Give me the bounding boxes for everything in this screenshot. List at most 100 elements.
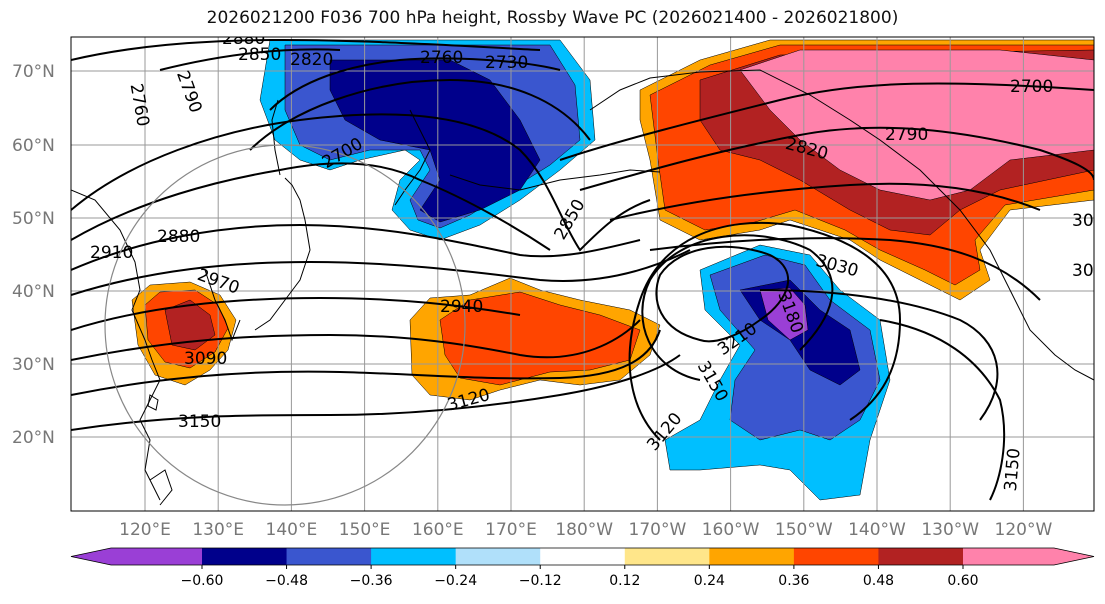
longitude-labels: 120°E 130°E 140°E 150°E 160°E 170°E 180°W 170°W… — [119, 520, 1052, 540]
height-contour — [71, 113, 651, 252]
height-contour — [628, 221, 902, 441]
anomaly-shading — [131, 39, 1094, 501]
lat-label: 50°N — [12, 209, 55, 229]
colorbar-extend-min — [71, 548, 111, 565]
contour-label: 2820 — [290, 50, 333, 70]
contour-label: 2910 — [90, 243, 133, 263]
height-contour — [71, 329, 661, 396]
contour-label: 2760 — [420, 48, 463, 68]
contour-label: 2880 — [157, 227, 200, 247]
lat-label: 20°N — [12, 428, 55, 448]
height-contour — [655, 245, 789, 343]
contour-label: 2940 — [440, 297, 483, 317]
lat-label: 30°N — [12, 355, 55, 375]
colorbar-tick-label: 0.60 — [947, 573, 978, 589]
colorbar-segment — [540, 548, 626, 565]
lat-label: 60°N — [12, 136, 55, 156]
sakhalin-coastline — [271, 99, 281, 176]
lon-label: 130°E — [192, 520, 244, 540]
positive-anomaly-region — [164, 299, 216, 351]
lon-label: 150°W — [775, 520, 833, 540]
height-contours — [71, 39, 1094, 501]
negative-anomaly-region — [329, 59, 541, 223]
colorbar-tick-label: −0.48 — [265, 573, 308, 589]
contour-label: 2790 — [885, 125, 928, 145]
colorbar-tick-label: −0.36 — [350, 573, 393, 589]
contour-label: 2730 — [485, 53, 528, 73]
height-contour — [159, 48, 341, 71]
colorbar-segment — [371, 548, 457, 565]
height-contour — [579, 126, 1094, 191]
lon-label: 140°E — [266, 520, 318, 540]
latitude-labels: 70°N 60°N 50°N 40°N 30°N 20°N — [12, 62, 55, 448]
colorbar-tick-label: 0.24 — [694, 573, 725, 589]
korea-coastline — [204, 269, 241, 342]
colorbar-segment — [111, 548, 202, 565]
lon-label: 160°W — [702, 520, 760, 540]
height-contour — [269, 57, 561, 111]
colorbar-segment — [455, 548, 541, 565]
contour-label: 3150 — [178, 412, 221, 432]
lon-label: 170°W — [629, 520, 687, 540]
asia-coastline — [71, 189, 161, 501]
alaska-coastline — [589, 69, 1094, 381]
lat-label: 40°N — [12, 282, 55, 302]
colorbar-segment — [624, 548, 710, 565]
contour-label: 3150 — [1001, 447, 1025, 492]
height-contour — [71, 296, 521, 331]
height-contour — [649, 237, 1041, 301]
lon-label: 140°W — [848, 520, 906, 540]
taiwan-outline — [147, 394, 159, 411]
height-contour — [71, 354, 681, 431]
height-contour — [609, 182, 1041, 221]
colorbar-segment — [793, 548, 879, 565]
lon-label: 160°E — [412, 520, 464, 540]
contour-label: 2850 — [238, 45, 281, 65]
map-title: 2026021200 F036 700 hPa height, Rossby W… — [206, 8, 899, 28]
colorbar-tick-label: −0.24 — [434, 573, 477, 589]
colorbar-tick-label: 0.12 — [609, 573, 640, 589]
negative-anomaly-region — [759, 287, 809, 341]
height-contour — [71, 319, 641, 361]
colorbar-segment — [286, 548, 372, 565]
colorbar-segment — [202, 548, 288, 565]
colorbar-segment — [878, 548, 964, 565]
contour-label: 30 — [1072, 261, 1094, 281]
map-frame — [70, 36, 1095, 512]
height-contour — [249, 78, 591, 151]
contour-label: 30 — [1072, 211, 1094, 231]
graticule — [71, 37, 1094, 511]
height-contour — [71, 39, 541, 61]
colorbar-extend-max — [1054, 548, 1094, 565]
lon-label: 130°W — [921, 520, 979, 540]
lon-label: 120°E — [119, 520, 171, 540]
colorbar-segment — [709, 548, 795, 565]
aleutian-islands — [449, 169, 661, 191]
height-contour — [641, 234, 834, 381]
lat-label: 70°N — [12, 62, 55, 82]
colorbar-tick-label: 0.36 — [778, 573, 809, 589]
contour-label: 2700 — [1010, 77, 1053, 97]
height-contour — [559, 82, 1094, 161]
colorbar-tick-label: −0.12 — [519, 573, 562, 589]
lon-label: 170°E — [485, 520, 537, 540]
lon-label: 180°W — [555, 520, 613, 540]
philippines-outline — [149, 469, 173, 506]
height-contour — [71, 223, 641, 271]
contour-label: 2880 — [222, 29, 265, 49]
range-circle — [104, 144, 466, 506]
coastlines — [71, 69, 1094, 506]
height-contour — [879, 319, 1006, 501]
contour-label: 3090 — [184, 349, 227, 369]
height-contour — [759, 289, 999, 421]
lon-label: 120°W — [995, 520, 1053, 540]
colorbar-tick-label: 0.48 — [863, 573, 894, 589]
colorbar-segment — [963, 548, 1054, 565]
japan-coastline — [254, 177, 311, 331]
colorbar: −0.60 −0.48 −0.36 −0.24 −0.12 0.12 0.24 0.36 0.4… — [70, 547, 1095, 589]
height-contour — [71, 162, 551, 251]
colorbar-tick-label: −0.60 — [181, 573, 224, 589]
lon-label: 150°E — [339, 520, 391, 540]
kamchatka-coastline — [394, 109, 431, 206]
